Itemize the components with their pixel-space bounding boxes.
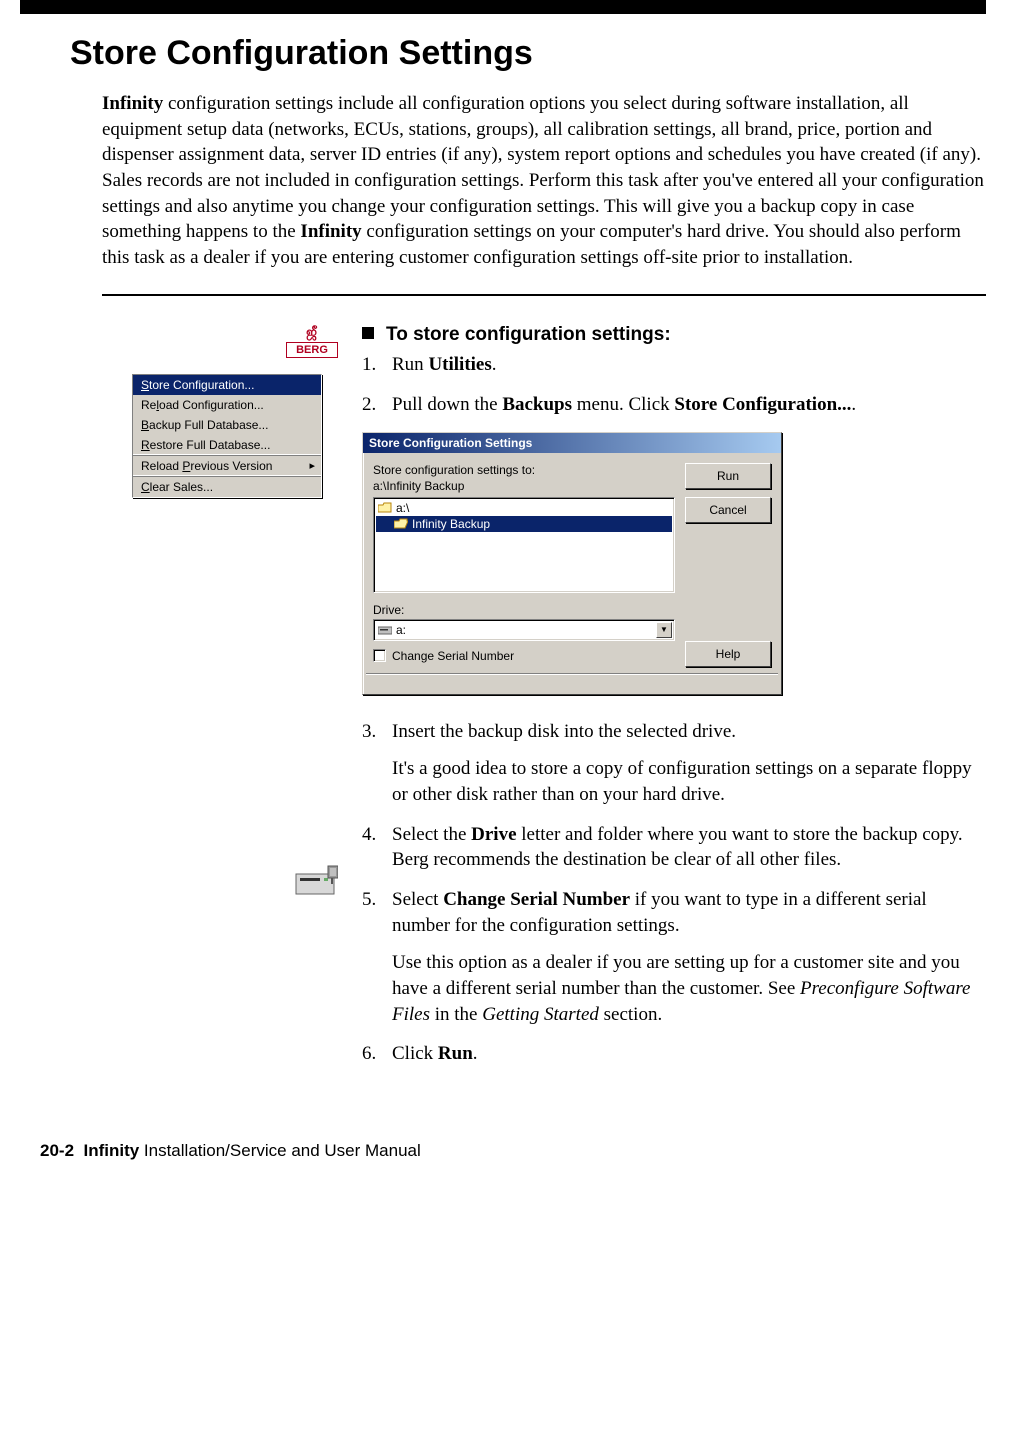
store-to-label: Store configuration settings to: [373,463,675,477]
intro-paragraph: Infinity configuration settings include … [102,91,986,270]
menu-item[interactable]: Reload Configuration... [133,395,321,415]
section-rule [102,294,986,296]
drive-dropdown[interactable]: a: ▼ [373,619,675,641]
floppy-drive-icon [294,864,338,898]
folder-listbox[interactable]: a:\Infinity Backup [373,497,675,593]
menu-item[interactable]: Clear Sales... [133,477,321,497]
change-serial-label: Change Serial Number [392,649,514,663]
folder-open-icon [394,518,408,529]
section-heading: To store configuration settings: [362,324,986,346]
menu-item[interactable]: Store Configuration... [133,375,321,395]
store-config-dialog: Store Configuration Settings Store confi… [362,432,782,695]
header-bar [20,0,986,14]
step-item: 5.Select Change Serial Number if you wan… [362,887,986,1027]
run-button[interactable]: Run [685,463,771,489]
menu-item[interactable]: Backup Full Database... [133,415,321,435]
berg-logo-label: BERG [286,342,338,358]
cancel-button[interactable]: Cancel [685,497,771,523]
bullet-square-icon [362,327,374,339]
folder-list-item[interactable]: Infinity Backup [376,516,672,532]
help-button[interactable]: Help [685,641,771,667]
change-serial-checkbox[interactable] [373,649,386,662]
step-item: 2.Pull down the Backups menu. Click Stor… [362,392,986,418]
folder-closed-icon [378,502,392,513]
berg-logo-glyph: ஜீ [286,324,338,341]
drive-value: a: [396,623,406,637]
step-item: 4.Select the Drive letter and folder whe… [362,822,986,873]
folder-list-item[interactable]: a:\ [376,500,672,516]
step-item: 3.Insert the backup disk into the select… [362,719,986,808]
backups-menu: Store Configuration...Reload Configurati… [132,374,322,498]
dropdown-arrow-icon[interactable]: ▼ [656,622,672,638]
dialog-statusbar [366,673,778,691]
step-item: 1.Run Utilities. [362,352,986,378]
menu-item[interactable]: Reload Previous Version [133,456,321,476]
drive-icon [378,624,392,635]
menu-item[interactable]: Restore Full Database... [133,435,321,455]
drive-label: Drive: [373,603,675,617]
berg-logo: ஜீ BERG [286,324,338,358]
step-item: 6.Click Run. [362,1041,986,1067]
dialog-titlebar: Store Configuration Settings [363,433,781,453]
page-title: Store Configuration Settings [70,34,986,73]
page-footer: 20-2 Infinity Installation/Service and U… [40,1141,986,1161]
store-to-path: a:\Infinity Backup [373,479,675,493]
